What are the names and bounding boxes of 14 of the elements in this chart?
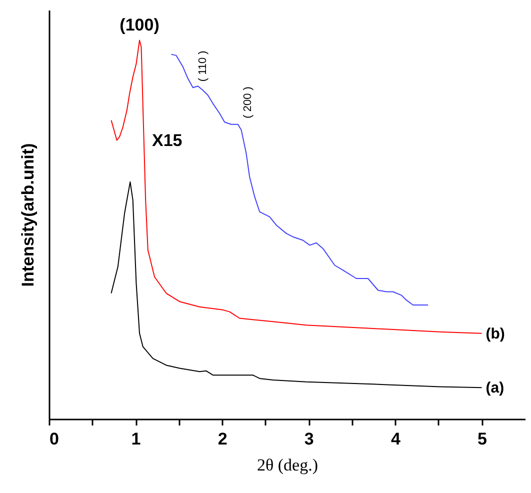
x-tick-label: 2 — [218, 430, 228, 448]
x-tick-label: 4 — [390, 430, 401, 448]
series-label: (a) — [486, 380, 504, 397]
x-tick-label: 1 — [131, 430, 141, 448]
annotation: ( 110 ) — [196, 50, 209, 82]
annotation: ( 200 ) — [242, 86, 254, 118]
x-axis-title: 2θ (deg.) — [256, 456, 318, 474]
x-tick-label: 3 — [304, 430, 314, 448]
annotation: (100) — [120, 15, 160, 34]
series-label: (b) — [486, 325, 505, 342]
x-tick-label: 0 — [50, 430, 59, 448]
y-axis-title: Intensity(arb.unit) — [18, 143, 38, 287]
annotation: X15 — [152, 131, 182, 150]
x-tick-label: 5 — [477, 430, 487, 448]
